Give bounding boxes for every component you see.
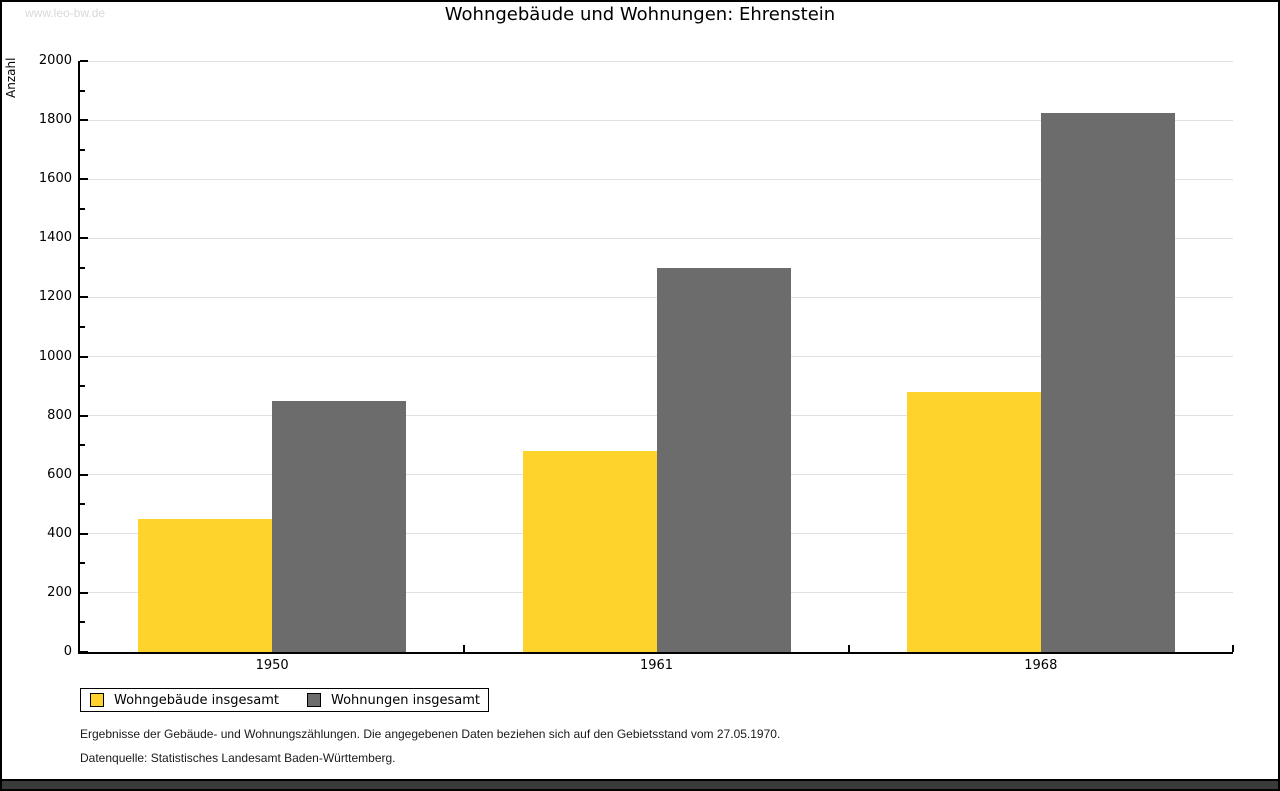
y-axis-tick-1100: [80, 325, 85, 328]
y-tick-label-1800: 1800: [38, 112, 72, 128]
y-axis-tick-900: [80, 385, 85, 388]
x-tick-label-1950: 1950: [255, 658, 289, 673]
legend-entry-wohngebaeude: Wohngebäude insgesamt: [90, 693, 279, 708]
y-axis-tick-700: [80, 444, 85, 447]
bottom-strip: [0, 779, 1280, 791]
y-axis-tick-1600: [80, 178, 88, 181]
y-axis-tick-1500: [80, 207, 85, 210]
bar-wohngebäude-1968: [906, 391, 1041, 652]
y-axis-tick-1900: [80, 89, 85, 92]
footnote-data-source: Datenquelle: Statistisches Landesamt Bad…: [80, 751, 396, 765]
gridline-1800: [80, 119, 1233, 121]
chart-title: Wohngebäude und Wohnungen: Ehrenstein: [444, 4, 836, 25]
gridline-1400: [80, 237, 1233, 239]
y-axis-tick-1300: [80, 266, 85, 269]
y-axis-label: Anzahl: [4, 57, 18, 98]
plot-area: 0 200 400 600 800 1000 1200 1400 1600 1800 2000 195…: [39, 53, 1234, 673]
legend-entry-wohnungen: Wohnungen insgesamt: [307, 693, 480, 708]
footnote-source-note: Ergebnisse der Gebäude- und Wohnungszähl…: [80, 727, 781, 741]
y-axis-tick-200: [80, 591, 88, 594]
y-axis-tick-400: [80, 532, 88, 535]
y-axis-tick-500: [80, 503, 85, 506]
y-tick-label-0: 0: [63, 644, 72, 659]
y-axis-tick-0: [80, 651, 88, 653]
bar-wohnungen-1968: [1040, 112, 1175, 652]
y-tick-label-400: 400: [47, 525, 72, 541]
x-tick-label-1961: 1961: [639, 658, 674, 673]
legend-label-wohngebaeude: Wohngebäude insgesamt: [114, 692, 279, 708]
y-axis-tick-800: [80, 414, 88, 417]
y-axis-tick-1700: [80, 148, 85, 151]
bar-wohngebäude-1961: [522, 451, 657, 652]
legend: Wohngebäude insgesamt Wohnungen insgesam…: [80, 688, 489, 712]
y-axis-tick-1800: [80, 119, 88, 122]
gridline-1600: [80, 178, 1233, 180]
y-axis-tick-2000: [80, 60, 88, 62]
y-tick-label-1200: 1200: [38, 289, 72, 305]
y-tick-label-600: 600: [47, 466, 72, 482]
y-tick-label-1400: 1400: [38, 230, 72, 246]
bar-wohnungen-1950: [272, 400, 407, 652]
bar-wohngebäude-1950: [138, 519, 273, 652]
y-tick-label-1600: 1600: [38, 171, 72, 187]
legend-swatch-wohnungen: [307, 693, 321, 707]
legend-swatch-wohngebaeude: [90, 693, 104, 707]
x-axis-tick-1: [463, 645, 466, 652]
y-axis-tick-100: [80, 621, 85, 624]
x-axis-tick-2: [847, 645, 850, 652]
y-tick-label-200: 200: [47, 584, 72, 600]
y-tick-label-800: 800: [47, 407, 72, 423]
gridline-2000: [80, 60, 1233, 62]
watermark: www.leo-bw.de: [25, 6, 106, 20]
y-axis-tick-600: [80, 473, 88, 476]
x-tick-label-1968: 1968: [1024, 658, 1058, 673]
y-axis-tick-1200: [80, 296, 88, 299]
x-axis-tick-3: [1232, 645, 1234, 652]
y-axis-tick-1000: [80, 355, 88, 358]
y-axis-tick-1400: [80, 237, 88, 240]
y-tick-label-1000: 1000: [38, 348, 72, 364]
y-axis-tick-300: [80, 562, 85, 565]
bar-wohnungen-1961: [656, 267, 791, 652]
y-tick-label-2000: 2000: [38, 53, 72, 68]
legend-label-wohnungen: Wohnungen insgesamt: [331, 692, 480, 708]
